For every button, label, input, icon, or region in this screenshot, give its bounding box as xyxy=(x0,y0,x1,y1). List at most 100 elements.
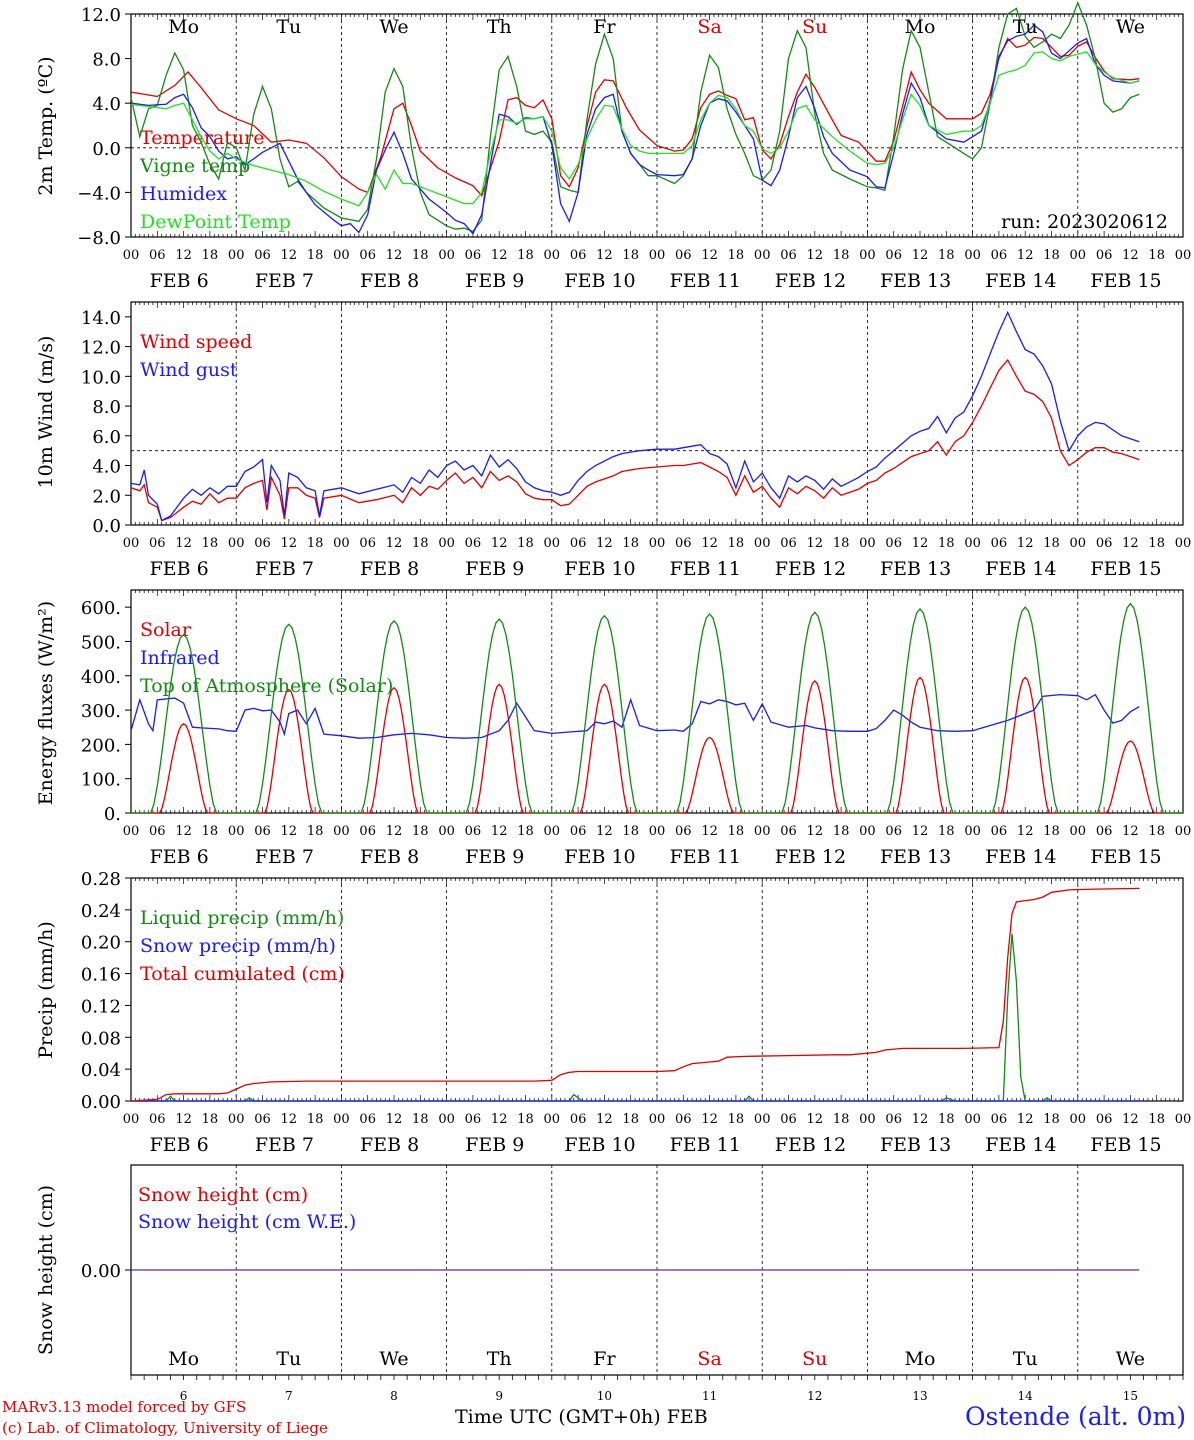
run-label: run: 2023020612 xyxy=(1001,211,1168,233)
y-tick-label: 400. xyxy=(81,667,121,688)
hour-tick-label: 12 xyxy=(1122,536,1139,551)
hour-tick-label: 12 xyxy=(912,248,929,263)
hour-tick-label: 12 xyxy=(386,1112,403,1127)
day-number: 8 xyxy=(390,1389,398,1403)
y-tick-label: 12.0 xyxy=(81,5,121,26)
hour-tick-label: 00 xyxy=(1070,248,1087,263)
y-tick-label: −4.0 xyxy=(77,183,121,204)
hour-tick-label: 00 xyxy=(333,536,350,551)
legend-entry: Humidex xyxy=(140,183,227,205)
hour-tick-label: 18 xyxy=(412,536,429,551)
hour-tick-label: 00 xyxy=(1175,824,1192,839)
hour-tick-label: 06 xyxy=(359,824,376,839)
hour-tick-label: 06 xyxy=(1096,1112,1113,1127)
date-label: FEB 12 xyxy=(775,1134,846,1156)
hour-tick-label: 06 xyxy=(780,1112,797,1127)
y-tick-label: 100. xyxy=(81,770,121,791)
hour-tick-label: 00 xyxy=(1175,536,1192,551)
date-label: FEB 13 xyxy=(880,558,951,580)
date-label: FEB 9 xyxy=(465,270,524,292)
series-line-total-cumulated-cm- xyxy=(130,887,1140,1102)
weekday-label: Mo xyxy=(905,16,936,38)
weekday-label: Su xyxy=(802,16,827,38)
y-tick-label: 0.16 xyxy=(81,965,121,986)
legend-entry: Solar xyxy=(140,619,192,641)
hour-tick-label: 18 xyxy=(622,1112,639,1127)
hour-tick-label: 00 xyxy=(438,248,455,263)
panel-snow: 0.00 Snow height (cm) Snow height (cm) Snow… xyxy=(35,1164,1184,1403)
hour-tick-label: 00 xyxy=(964,824,981,839)
legend-entry: Wind gust xyxy=(140,359,238,381)
y-axis-label: Snow height (cm) xyxy=(35,1185,57,1355)
hour-tick-label: 06 xyxy=(1096,248,1113,263)
y-tick-label: 4.0 xyxy=(92,94,121,115)
series-line-wind-gust xyxy=(130,310,1140,522)
hour-tick-label: 18 xyxy=(1043,1112,1060,1127)
hour-tick-label: 00 xyxy=(544,248,561,263)
hour-tick-label: 00 xyxy=(649,536,666,551)
date-label: FEB 11 xyxy=(670,270,741,292)
hour-tick-label: 18 xyxy=(1043,248,1060,263)
y-tick-label: 8.0 xyxy=(92,50,121,71)
hour-tick-label: 00 xyxy=(228,248,245,263)
hour-tick-label: 18 xyxy=(517,824,534,839)
date-label: FEB 6 xyxy=(150,1134,209,1156)
hour-tick-label: 00 xyxy=(754,824,771,839)
hour-tick-label: 18 xyxy=(622,824,639,839)
hour-tick-label: 06 xyxy=(885,248,902,263)
hour-tick-label: 00 xyxy=(123,824,140,839)
day-number: 13 xyxy=(912,1389,927,1403)
hour-tick-label: 00 xyxy=(649,824,666,839)
hour-tick-label: 18 xyxy=(938,1112,955,1127)
date-label: FEB 14 xyxy=(985,270,1056,292)
hour-tick-label: 18 xyxy=(1043,824,1060,839)
date-label: FEB 9 xyxy=(465,558,524,580)
hour-tick-label: 06 xyxy=(465,248,482,263)
weekday-label: Sa xyxy=(697,16,721,38)
hour-tick-label: 00 xyxy=(649,248,666,263)
legend-entry: Liquid precip (mm/h) xyxy=(140,907,344,929)
y-tick-label: 0.0 xyxy=(92,516,121,537)
hour-tick-label: 06 xyxy=(570,824,587,839)
hour-tick-label: 12 xyxy=(1122,824,1139,839)
hour-tick-label: 18 xyxy=(307,248,324,263)
hour-tick-label: 12 xyxy=(701,248,718,263)
hour-tick-label: 00 xyxy=(544,824,561,839)
hour-tick-label: 18 xyxy=(517,536,534,551)
y-tick-label: 500. xyxy=(81,632,121,653)
hour-tick-label: 18 xyxy=(833,536,850,551)
y-tick-label: 14.0 xyxy=(81,308,121,329)
hour-tick-label: 12 xyxy=(701,824,718,839)
hour-tick-label: 18 xyxy=(202,536,219,551)
y-tick-label: 0. xyxy=(104,804,121,825)
hour-tick-label: 12 xyxy=(386,824,403,839)
date-label: FEB 9 xyxy=(465,846,524,868)
hour-tick-label: 18 xyxy=(307,1112,324,1127)
hour-tick-label: 06 xyxy=(675,536,692,551)
hour-tick-label: 18 xyxy=(307,824,324,839)
hour-tick-label: 06 xyxy=(570,536,587,551)
hour-tick-label: 06 xyxy=(780,536,797,551)
date-label: FEB 8 xyxy=(360,1134,419,1156)
hour-tick-label: 12 xyxy=(491,536,508,551)
legend-entry: Wind speed xyxy=(140,331,252,353)
legend-entry: Vigne temp xyxy=(139,155,250,177)
hour-tick-label: 00 xyxy=(333,824,350,839)
hour-tick-label: 06 xyxy=(359,248,376,263)
weekday-label: Su xyxy=(802,1348,827,1370)
day-number: 14 xyxy=(1018,1389,1034,1403)
hour-tick-label: 18 xyxy=(412,824,429,839)
date-label: FEB 8 xyxy=(360,270,419,292)
hour-tick-label: 12 xyxy=(491,824,508,839)
day-number: 6 xyxy=(180,1389,188,1403)
hour-tick-label: 00 xyxy=(859,1112,876,1127)
panel-frame xyxy=(130,13,1184,238)
hour-tick-label: 00 xyxy=(123,536,140,551)
y-tick-label: 10.0 xyxy=(81,367,121,388)
date-label: FEB 12 xyxy=(775,270,846,292)
weekday-label: Mo xyxy=(168,1348,199,1370)
model-credit: MARv3.13 model forced by GFS xyxy=(2,1398,247,1416)
hour-tick-label: 12 xyxy=(1017,536,1034,551)
weekday-label: Sa xyxy=(697,1348,721,1370)
hour-tick-label: 06 xyxy=(780,824,797,839)
